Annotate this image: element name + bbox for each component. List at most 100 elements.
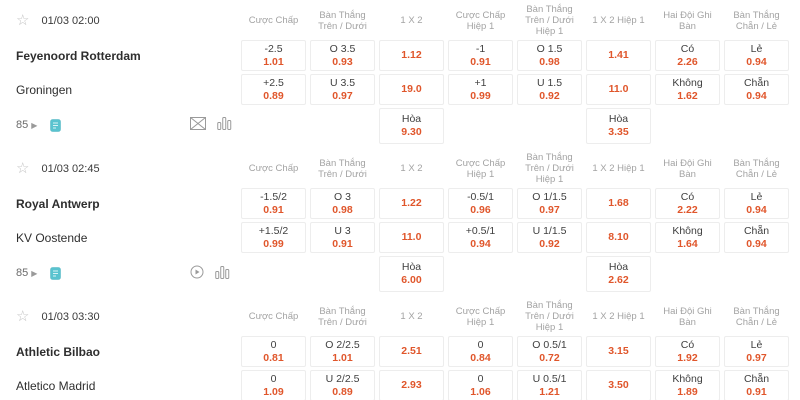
odds-handicap-h1-home[interactable]: -0.5/1 0.96 (448, 188, 513, 219)
odds-1x2-h1-away[interactable]: 8.10 (586, 222, 651, 253)
odds-1x2-h1-draw[interactable]: Hòa 3.35 (586, 108, 651, 144)
odds-price: 0.97 (539, 203, 560, 216)
odds-over-under-away[interactable]: U 3 0.91 (310, 222, 375, 253)
odds-price: 0.94 (470, 237, 491, 250)
favorite-star-icon[interactable]: ☆ (16, 12, 30, 29)
odds-1x2-away[interactable]: 11.0 (379, 222, 444, 253)
odds-handicap-h1-away[interactable]: +0.5/1 0.94 (448, 222, 513, 253)
odds-handicap-away[interactable]: +1.5/2 0.99 (241, 222, 306, 253)
odds-over-under-home[interactable]: O 3 0.98 (310, 188, 375, 219)
odds-line: Chẵn (743, 224, 770, 237)
odds-over-under-h1-away[interactable]: U 1.5 0.92 (517, 74, 582, 105)
odds-btts-yes[interactable]: Có 2.22 (655, 188, 720, 219)
more-markets-expander[interactable]: 85 ▶ (16, 119, 37, 131)
odds-1x2-home[interactable]: 2.51 (379, 336, 444, 367)
odds-over-under-home[interactable]: O 2/2.5 1.01 (310, 336, 375, 367)
odds-line: 0 (477, 372, 484, 385)
footer-left: 85 ▶ (0, 256, 237, 290)
odds-price: 1.21 (539, 385, 560, 398)
odds-price: 2.93 (401, 379, 422, 391)
match-datetime: 01/03 02:45 (41, 162, 100, 175)
column-header-handicap: Cược Chấp (248, 311, 299, 322)
odds-1x2-h1-draw[interactable]: Hòa 2.62 (586, 256, 651, 292)
odds-over-under-h1-home[interactable]: O 1.5 0.98 (517, 40, 582, 71)
away-team-row: Atletico Madrid 0 1.09 U 2/2.5 0.89 2.93… (0, 370, 800, 400)
odds-handicap-away[interactable]: 0 1.09 (241, 370, 306, 400)
bar-chart-icon[interactable] (215, 265, 230, 279)
odds-price: 0.94 (746, 89, 767, 102)
odds-line: Có (680, 190, 695, 203)
odds-price: 0.93 (332, 55, 353, 68)
odds-handicap-away[interactable]: +2.5 0.89 (241, 74, 306, 105)
odds-price: 1.09 (263, 385, 284, 398)
odds-1x2-h1-away[interactable]: 11.0 (586, 74, 651, 105)
odds-1x2-h1-away[interactable]: 3.50 (586, 370, 651, 400)
odds-btts-no[interactable]: Không 1.64 (655, 222, 720, 253)
match-header-row: ☆ 01/03 02:00 Cược Chấp Bàn Thắng Trên /… (0, 0, 800, 37)
odds-over-under-h1-home[interactable]: O 0.5/1 0.72 (517, 336, 582, 367)
odds-goals-even[interactable]: Chẵn 0.94 (724, 74, 789, 105)
odds-over-under-away[interactable]: U 3.5 0.97 (310, 74, 375, 105)
odds-handicap-home[interactable]: -2.5 1.01 (241, 40, 306, 71)
odds-1x2-home[interactable]: 1.22 (379, 188, 444, 219)
odds-handicap-h1-away[interactable]: +1 0.99 (448, 74, 513, 105)
odds-btts-yes[interactable]: Có 2.26 (655, 40, 720, 71)
odds-handicap-home[interactable]: -1.5/2 0.91 (241, 188, 306, 219)
match-stats-icon[interactable] (50, 266, 62, 280)
draw-label: Hòa (608, 261, 629, 273)
odds-handicap-h1-home[interactable]: -1 0.91 (448, 40, 513, 71)
play-icon[interactable] (190, 265, 204, 279)
odds-line: 0 (477, 338, 484, 351)
odds-price: 2.51 (401, 345, 422, 357)
odds-goals-odd[interactable]: Lẻ 0.94 (724, 40, 789, 71)
odds-handicap-h1-away[interactable]: 0 1.06 (448, 370, 513, 400)
odds-1x2-home[interactable]: 1.12 (379, 40, 444, 71)
odds-price: 1.12 (401, 49, 422, 61)
odds-line: -1.5/2 (260, 190, 287, 203)
odds-price: 0.72 (539, 351, 560, 364)
more-markets-expander[interactable]: 85 ▶ (16, 267, 37, 279)
odds-line: Chẵn (743, 372, 770, 385)
odds-1x2-h1-home[interactable]: 1.68 (586, 188, 651, 219)
favorite-star-icon[interactable]: ☆ (16, 160, 30, 177)
odds-line: O 3.5 (329, 42, 356, 55)
odds-goals-odd[interactable]: Lẻ 0.94 (724, 188, 789, 219)
odds-goals-even[interactable]: Chẵn 0.94 (724, 222, 789, 253)
odds-price: 3.50 (608, 379, 629, 391)
odds-1x2-away[interactable]: 2.93 (379, 370, 444, 400)
odds-1x2-draw[interactable]: Hòa 6.00 (379, 256, 444, 292)
favorite-star-icon[interactable]: ☆ (16, 308, 30, 325)
odds-over-under-away[interactable]: U 2/2.5 0.89 (310, 370, 375, 400)
odds-price: 0.81 (263, 351, 284, 364)
column-header-btts: Hai Đội Ghi Bàn (663, 305, 712, 328)
odds-line: U 3.5 (329, 76, 356, 89)
odds-over-under-h1-home[interactable]: O 1/1.5 0.97 (517, 188, 582, 219)
odds-btts-yes[interactable]: Có 1.92 (655, 336, 720, 367)
odds-goals-even[interactable]: Chẵn 0.91 (724, 370, 789, 400)
odds-1x2-away[interactable]: 19.0 (379, 74, 444, 105)
pitch-icon[interactable] (190, 117, 206, 130)
odds-over-under-h1-away[interactable]: U 0.5/1 1.21 (517, 370, 582, 400)
odds-price: 11.0 (608, 83, 629, 95)
odds-price: 1.01 (332, 351, 353, 364)
odds-price: 11.0 (401, 231, 422, 243)
odds-btts-no[interactable]: Không 1.62 (655, 74, 720, 105)
odds-btts-no[interactable]: Không 1.89 (655, 370, 720, 400)
odds-1x2-draw[interactable]: Hòa 9.30 (379, 108, 444, 144)
odds-price: 0.91 (332, 237, 353, 250)
odds-goals-odd[interactable]: Lẻ 0.97 (724, 336, 789, 367)
odds-over-under-h1-away[interactable]: U 1/1.5 0.92 (517, 222, 582, 253)
odds-over-under-home[interactable]: O 3.5 0.93 (310, 40, 375, 71)
column-header-1x2: 1 X 2 (400, 163, 423, 174)
odds-handicap-home[interactable]: 0 0.81 (241, 336, 306, 367)
odds-line: -0.5/1 (467, 190, 494, 203)
odds-handicap-h1-home[interactable]: 0 0.84 (448, 336, 513, 367)
odds-line: +1.5/2 (258, 224, 289, 237)
odds-1x2-h1-home[interactable]: 1.41 (586, 40, 651, 71)
column-header-over-under: Bàn Thắng Trên / Dưới (318, 157, 367, 180)
odds-price: 2.22 (677, 203, 698, 216)
bar-chart-icon[interactable] (217, 117, 232, 130)
away-team-name: KV Oostende (16, 230, 88, 245)
odds-1x2-h1-home[interactable]: 3.15 (586, 336, 651, 367)
match-stats-icon[interactable] (50, 118, 62, 132)
